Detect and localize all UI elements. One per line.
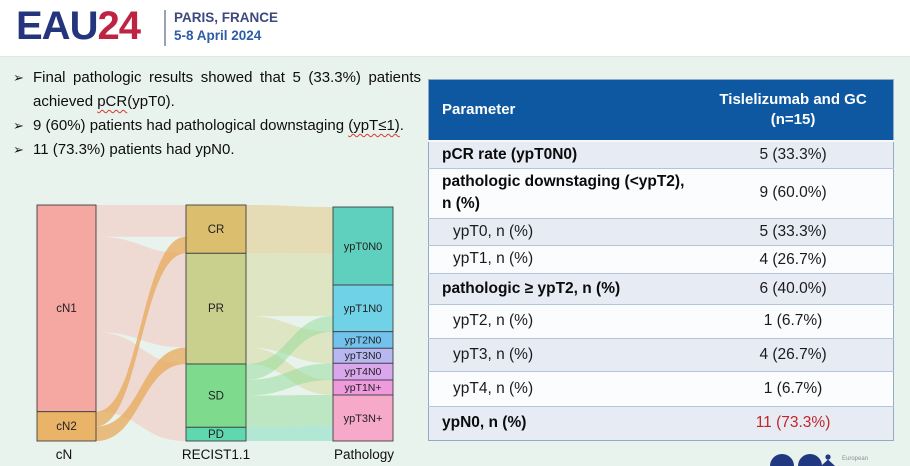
param-cell: ypT3, n (%): [428, 337, 694, 372]
bullet-list: ➢ Final pathologic results showed that 5…: [13, 66, 421, 162]
param-cell: ypT1, n (%): [428, 245, 694, 274]
table-row: pathologic ≥ ypT2, n (%) 6 (40.0%): [428, 272, 894, 305]
sankey-axis-label-recist: RECIST1.1: [182, 447, 250, 462]
bullet-arrow-icon: ➢: [13, 118, 24, 133]
bullet-text: Final pathologic results showed that 5 (…: [33, 66, 421, 114]
value-cell: 4 (26.7%): [693, 245, 894, 274]
param-cell: pathologic downstaging (<ypT2), n (%): [428, 167, 694, 219]
table-row: pCR rate (ypT0N0) 5 (33.3%): [428, 140, 894, 169]
bullet-text-underlined: pCR: [97, 93, 128, 110]
sankey-chart: cN1 cN2 CR PR SD PD ypT0N0 ypT1N0 ypT2N0…: [0, 195, 430, 466]
sankey-node-label-t1n0: ypT1N0: [344, 303, 383, 315]
table-row: ypT4, n (%) 1 (6.7%): [428, 370, 894, 407]
sankey-node-label-cr: CR: [208, 224, 225, 236]
sankey-svg: cN1 cN2 CR PR SD PD ypT0N0 ypT1N0 ypT2N0…: [36, 204, 394, 462]
sankey-flow-pr-t1n0: [246, 284, 333, 317]
table-row: ypT0, n (%) 5 (33.3%): [428, 217, 894, 246]
sankey-node-label-pr: PR: [208, 303, 224, 315]
sankey-node-label-t1np: ypT1N+: [344, 382, 381, 394]
value-cell: 9 (60.0%): [693, 167, 894, 219]
table-row: ypT3, n (%) 4 (26.7%): [428, 337, 894, 372]
value-cell: 5 (33.3%): [693, 217, 894, 246]
sankey-node-t0n0: [332, 206, 394, 286]
sankey-node-label-t3np: ypT3N+: [344, 413, 383, 425]
sankey-flow-cn2-pr: [96, 347, 186, 441]
bullet-text-segment: Final pathologic results showed that 5 (…: [33, 69, 421, 110]
table-row: ypN0, n (%) 11 (73.3%): [428, 405, 894, 441]
value-cell: 6 (40.0%): [693, 272, 894, 305]
sankey-node-t1n0: [332, 284, 394, 333]
sankey-node-cr: [185, 204, 247, 254]
bullet-item: ➢ Final pathologic results showed that 5…: [13, 66, 421, 114]
bullet-arrow-icon: ➢: [13, 142, 24, 157]
table-header-row: Parameter Tislelizumab and GC (n=15): [428, 79, 894, 142]
sankey-node-label-t3n0: ypT3N0: [345, 350, 382, 362]
param-cell: ypT4, n (%): [428, 370, 694, 407]
sankey-flow-cn2-cr: [96, 236, 186, 427]
bullet-text-segment: 11 (73.3%) patients had ypN0.: [33, 141, 235, 158]
sankey-node-label-pd: PD: [208, 429, 224, 441]
sankey-node-cn2: [36, 411, 97, 442]
sankey-axis-label-pathology: Pathology: [334, 447, 394, 462]
param-cell: pCR rate (ypT0N0): [428, 140, 694, 169]
sankey-node-pd: [185, 426, 247, 442]
sankey-flow-sd-t4n0: [246, 363, 333, 396]
table-row: ypT1, n (%) 4 (26.7%): [428, 245, 894, 274]
eau24-logo: EAU24: [16, 4, 141, 49]
event-dates: 5-8 April 2024: [174, 28, 262, 43]
bullet-text: 9 (60%) patients had pathological downst…: [33, 114, 421, 138]
bullet-item: ➢ 9 (60%) patients had pathological down…: [13, 114, 421, 138]
param-cell: ypT0, n (%): [428, 217, 694, 246]
sankey-flow-cn1-cr: [96, 205, 186, 237]
param-cell: ypT2, n (%): [428, 303, 694, 339]
results-table: Parameter Tislelizumab and GC (n=15) pCR…: [428, 79, 894, 441]
bullet-text-underlined: (ypT≤1): [348, 117, 400, 134]
sankey-node-sd: [185, 363, 247, 428]
sankey-node-label-cn2: cN2: [56, 421, 76, 433]
logo-text-24: 24: [97, 4, 140, 48]
sankey-node-t3np: [332, 394, 394, 442]
sankey-flow-cn1-sd: [96, 332, 186, 428]
sankey-node-pr: [185, 252, 247, 365]
bullet-text-segment: (ypT0).: [127, 93, 175, 110]
logo-divider: [164, 10, 166, 46]
bullet-arrow-icon: ➢: [13, 70, 24, 85]
sankey-flow-pr-t0n0: [246, 253, 333, 285]
sankey-flow-cr-t0n0: [246, 205, 333, 254]
sankey-node-label-t2n0: ypT2N0: [345, 334, 382, 346]
logo-text-eau: EAU: [16, 4, 98, 48]
value-cell: 5 (33.3%): [693, 140, 894, 169]
eau-association-logo-icon: European: [770, 454, 868, 466]
param-cell: pathologic ≥ ypT2, n (%): [428, 272, 694, 305]
table-row: ypT2, n (%) 1 (6.7%): [428, 303, 894, 339]
value-cell: 1 (6.7%): [693, 303, 894, 339]
footer-logo: European: [760, 451, 910, 466]
sankey-node-label-sd: SD: [208, 391, 224, 403]
sankey-flow-pd-t3np: [246, 425, 333, 441]
sankey-flow-sd-t3np: [246, 395, 333, 428]
bullet-text-segment: 9 (60%) patients had pathological downst…: [33, 117, 349, 134]
bullet-text: 11 (73.3%) patients had ypN0.: [33, 138, 421, 162]
value-cell: 11 (73.3%): [693, 405, 894, 441]
footer-logo-text: European: [842, 456, 868, 462]
sankey-flow-pr-t2n0: [246, 316, 333, 349]
value-header-cell: Tislelizumab and GC (n=15): [693, 79, 894, 142]
bullet-text-segment: .: [399, 117, 404, 134]
value-cell: 4 (26.7%): [693, 337, 894, 372]
sankey-node-label-cn1: cN1: [56, 303, 76, 315]
param-header-cell: Parameter: [428, 79, 694, 142]
sankey-axis-label-cn: cN: [56, 447, 73, 462]
param-cell: ypN0, n (%): [428, 405, 694, 441]
event-info: PARIS, FRANCE 5-8 April 2024: [174, 9, 278, 45]
event-location: PARIS, FRANCE: [174, 10, 279, 25]
bullet-item: ➢ 11 (73.3%) patients had ypN0.: [13, 138, 421, 162]
sankey-node-label-t0n0: ypT0N0: [344, 241, 383, 253]
table-row: pathologic downstaging (<ypT2), n (%) 9 …: [428, 167, 894, 219]
topbar: EAU24 PARIS, FRANCE 5-8 April 2024: [0, 0, 910, 57]
sankey-flow-sd-t1n0: [246, 316, 333, 380]
value-cell: 1 (6.7%): [693, 370, 894, 407]
sankey-node-label-t4n0: ypT4N0: [345, 366, 382, 378]
